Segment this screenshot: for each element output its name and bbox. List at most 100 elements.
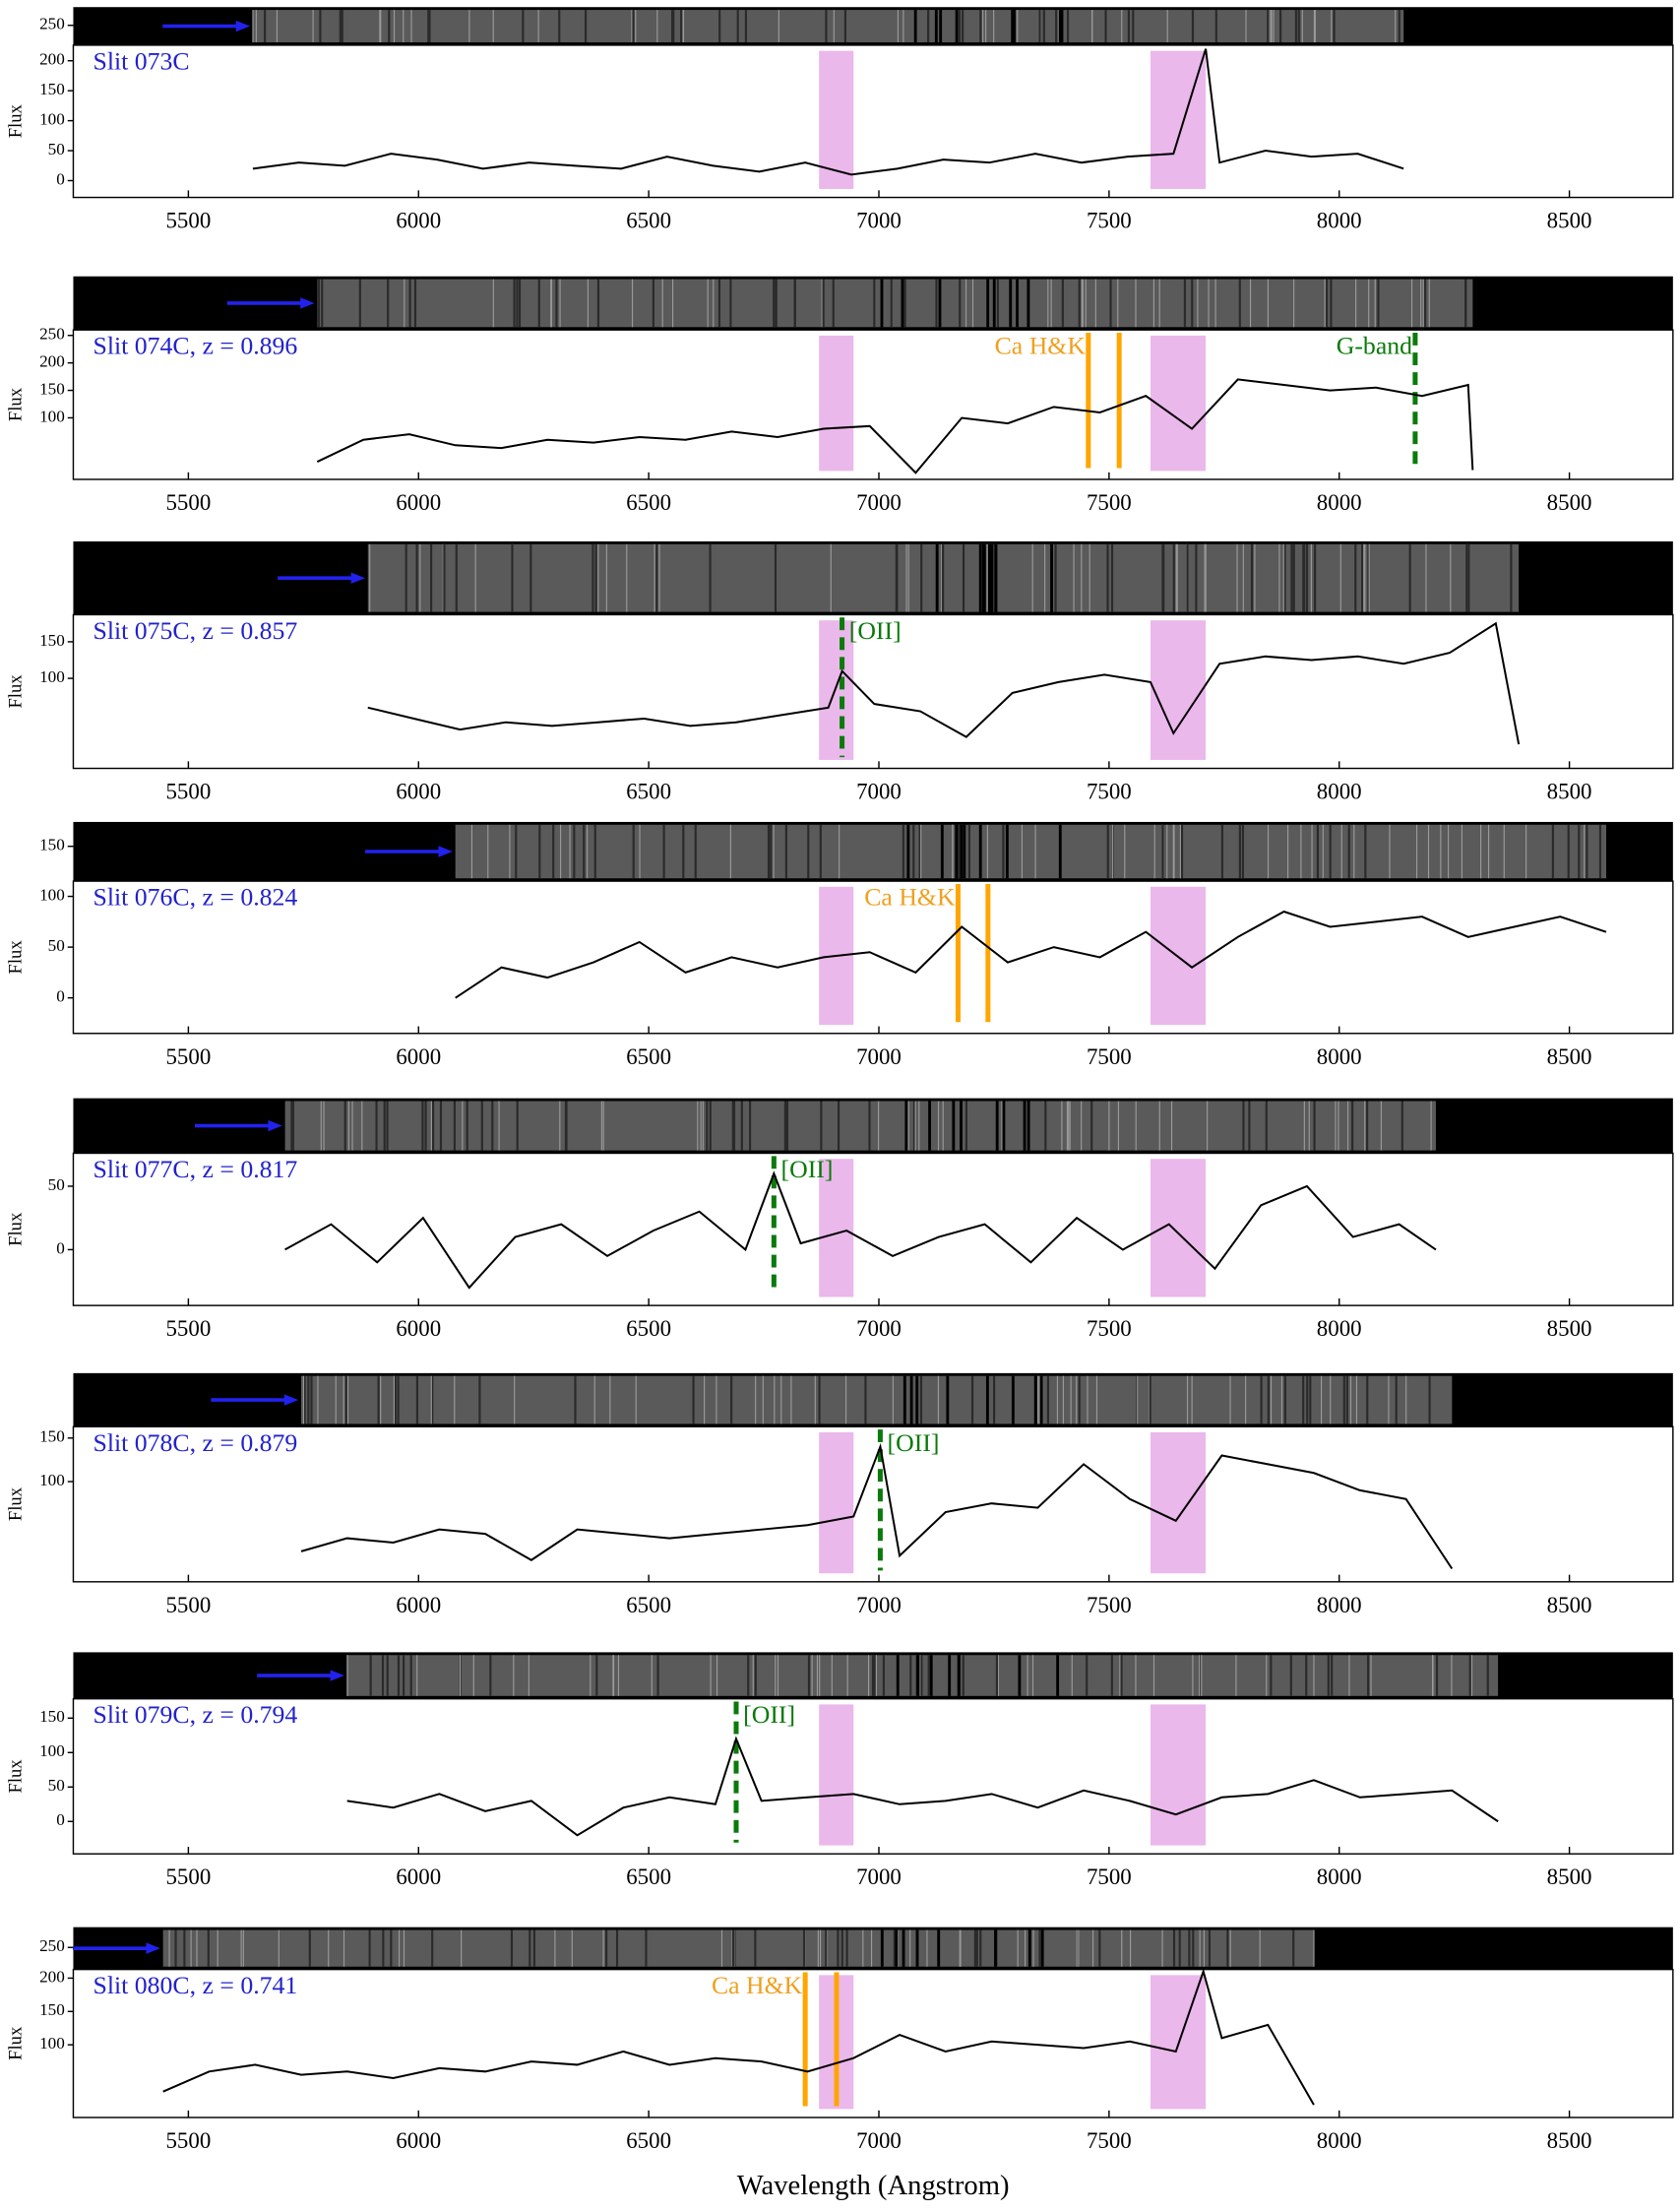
y-tick-label: 0 xyxy=(56,987,65,1006)
x-tick-label: 8000 xyxy=(1317,490,1362,515)
feature-label: [OII] xyxy=(743,1700,795,1729)
panel: 150 Ca H&K Slit 076C, z = 0.824 0 50 100 5500 6… xyxy=(5,821,1674,1069)
x-tick-label: 6000 xyxy=(396,490,441,515)
arrow-head xyxy=(283,1394,299,1406)
x-tick-label: 6500 xyxy=(626,209,671,233)
arrow-head xyxy=(146,1942,160,1954)
arrow-head xyxy=(350,572,365,584)
y-tick-label: 150 xyxy=(39,379,65,398)
x-tick-label: 8500 xyxy=(1547,2128,1592,2153)
panel-label: Slit 080C, z = 0.741 xyxy=(93,1971,298,1999)
x-tick-label: 6000 xyxy=(396,1593,441,1617)
strip-tick-label: 250 xyxy=(39,1936,65,1955)
x-tick-label: 8000 xyxy=(1317,209,1362,233)
x-tick-label: 5500 xyxy=(165,490,211,515)
spectrum-line xyxy=(284,1170,1437,1290)
spectrum-strip xyxy=(300,1375,1453,1424)
telluric-band xyxy=(819,1704,854,1846)
y-tick-label: 50 xyxy=(48,140,65,158)
panel-label: Slit 078C, z = 0.879 xyxy=(93,1428,298,1457)
x-tick-label: 6500 xyxy=(626,780,671,804)
arrow-head xyxy=(438,846,453,857)
y-tick-label: 150 xyxy=(39,2000,65,2019)
x-tick-label: 7500 xyxy=(1087,2128,1132,2153)
plot-frame xyxy=(72,613,1674,770)
plot-frame xyxy=(72,1152,1674,1306)
x-tick-label: 6000 xyxy=(396,1316,441,1341)
y-tick-label: 200 xyxy=(39,1967,65,1986)
panel-label: Slit 075C, z = 0.857 xyxy=(93,616,298,645)
panel: [OII] Slit 079C, z = 0.794 0 50 100 150 5500 60… xyxy=(5,1652,1674,1889)
y-tick-label: 100 xyxy=(39,1471,65,1489)
plot-frame xyxy=(72,329,1674,480)
plot-frame xyxy=(72,1968,1674,2118)
panel: 250 Ca H&K Slit 080C, z = 0.741 100 150 200 55… xyxy=(5,1927,1674,2201)
y-axis-label: Flux xyxy=(5,940,26,975)
arrow-head xyxy=(300,297,315,309)
telluric-band xyxy=(1150,1432,1207,1574)
feature-label: Ca H&K xyxy=(995,332,1087,360)
plot-frame xyxy=(72,1425,1674,1583)
y-tick-label: 150 xyxy=(39,631,65,650)
y-tick-label: 50 xyxy=(48,1776,65,1795)
y-tick-label: 150 xyxy=(39,80,65,98)
x-tick-label: 8500 xyxy=(1547,209,1592,233)
telluric-band xyxy=(1150,50,1207,189)
x-tick-label: 7500 xyxy=(1087,1593,1132,1617)
y-tick-label: 150 xyxy=(39,1707,65,1726)
arrow-head xyxy=(268,1119,282,1132)
strip-tick-label: 150 xyxy=(39,836,65,854)
x-tick-label: 6500 xyxy=(626,1044,671,1069)
x-tick-label: 6000 xyxy=(396,780,441,804)
x-tick-label: 8000 xyxy=(1317,1864,1362,1889)
panel: Ca H&K G-band Slit 074C, z = 0.896 100 150 20… xyxy=(5,276,1674,515)
x-tick-label: 6000 xyxy=(396,1044,441,1069)
x-tick-label: 8000 xyxy=(1317,780,1362,804)
x-tick-label: 7000 xyxy=(856,490,902,515)
x-axis-label: Wavelength (Angstrom) xyxy=(737,2170,1010,2201)
y-axis-label: Flux xyxy=(5,103,26,138)
y-axis-label: Flux xyxy=(5,2026,26,2060)
x-tick-label: 8500 xyxy=(1547,1593,1592,1617)
x-tick-label: 8000 xyxy=(1317,1316,1362,1341)
x-tick-label: 6000 xyxy=(396,1864,441,1889)
spectrum-line xyxy=(346,1736,1499,1837)
x-tick-label: 7000 xyxy=(856,1316,902,1341)
telluric-band xyxy=(819,50,854,189)
y-tick-label: 250 xyxy=(39,325,65,344)
x-tick-label: 7500 xyxy=(1087,780,1132,804)
x-tick-label: 5500 xyxy=(165,2128,211,2153)
y-tick-label: 0 xyxy=(56,1238,65,1257)
spectrum-line xyxy=(252,48,1404,176)
x-tick-label: 6500 xyxy=(626,2128,671,2153)
y-tick-label: 100 xyxy=(39,110,65,129)
x-tick-label: 5500 xyxy=(165,1864,211,1889)
spectrum-line xyxy=(316,378,1474,474)
plot-frame xyxy=(72,880,1674,1035)
x-tick-label: 5500 xyxy=(165,1593,211,1617)
x-tick-label: 7000 xyxy=(856,1864,902,1889)
telluric-band xyxy=(819,620,854,760)
x-tick-label: 8000 xyxy=(1317,1044,1362,1069)
plot-frame xyxy=(72,44,1674,199)
x-tick-label: 6500 xyxy=(626,1316,671,1341)
x-tick-label: 8500 xyxy=(1547,1316,1592,1341)
panel: [OII] Slit 075C, z = 0.857 100 150 5500 6000 6… xyxy=(5,540,1674,804)
y-tick-label: 100 xyxy=(39,1741,65,1760)
telluric-band xyxy=(819,335,854,472)
y-tick-label: 50 xyxy=(48,936,65,955)
y-axis-label: Flux xyxy=(5,1759,26,1794)
telluric-band xyxy=(1150,1704,1207,1846)
feature-label: [OII] xyxy=(781,1155,834,1183)
panel-label: Slit 073C xyxy=(93,46,190,75)
y-tick-label: 100 xyxy=(39,407,65,425)
y-tick-label: 200 xyxy=(39,352,65,371)
x-tick-label: 8500 xyxy=(1547,780,1592,804)
x-tick-label: 5500 xyxy=(165,780,211,804)
x-tick-label: 7500 xyxy=(1087,1864,1132,1889)
x-tick-label: 8500 xyxy=(1547,1044,1592,1069)
y-tick-label: 200 xyxy=(39,50,65,69)
x-tick-label: 5500 xyxy=(165,1316,211,1341)
y-axis-label: Flux xyxy=(5,674,26,709)
y-axis-label: Flux xyxy=(5,387,26,421)
